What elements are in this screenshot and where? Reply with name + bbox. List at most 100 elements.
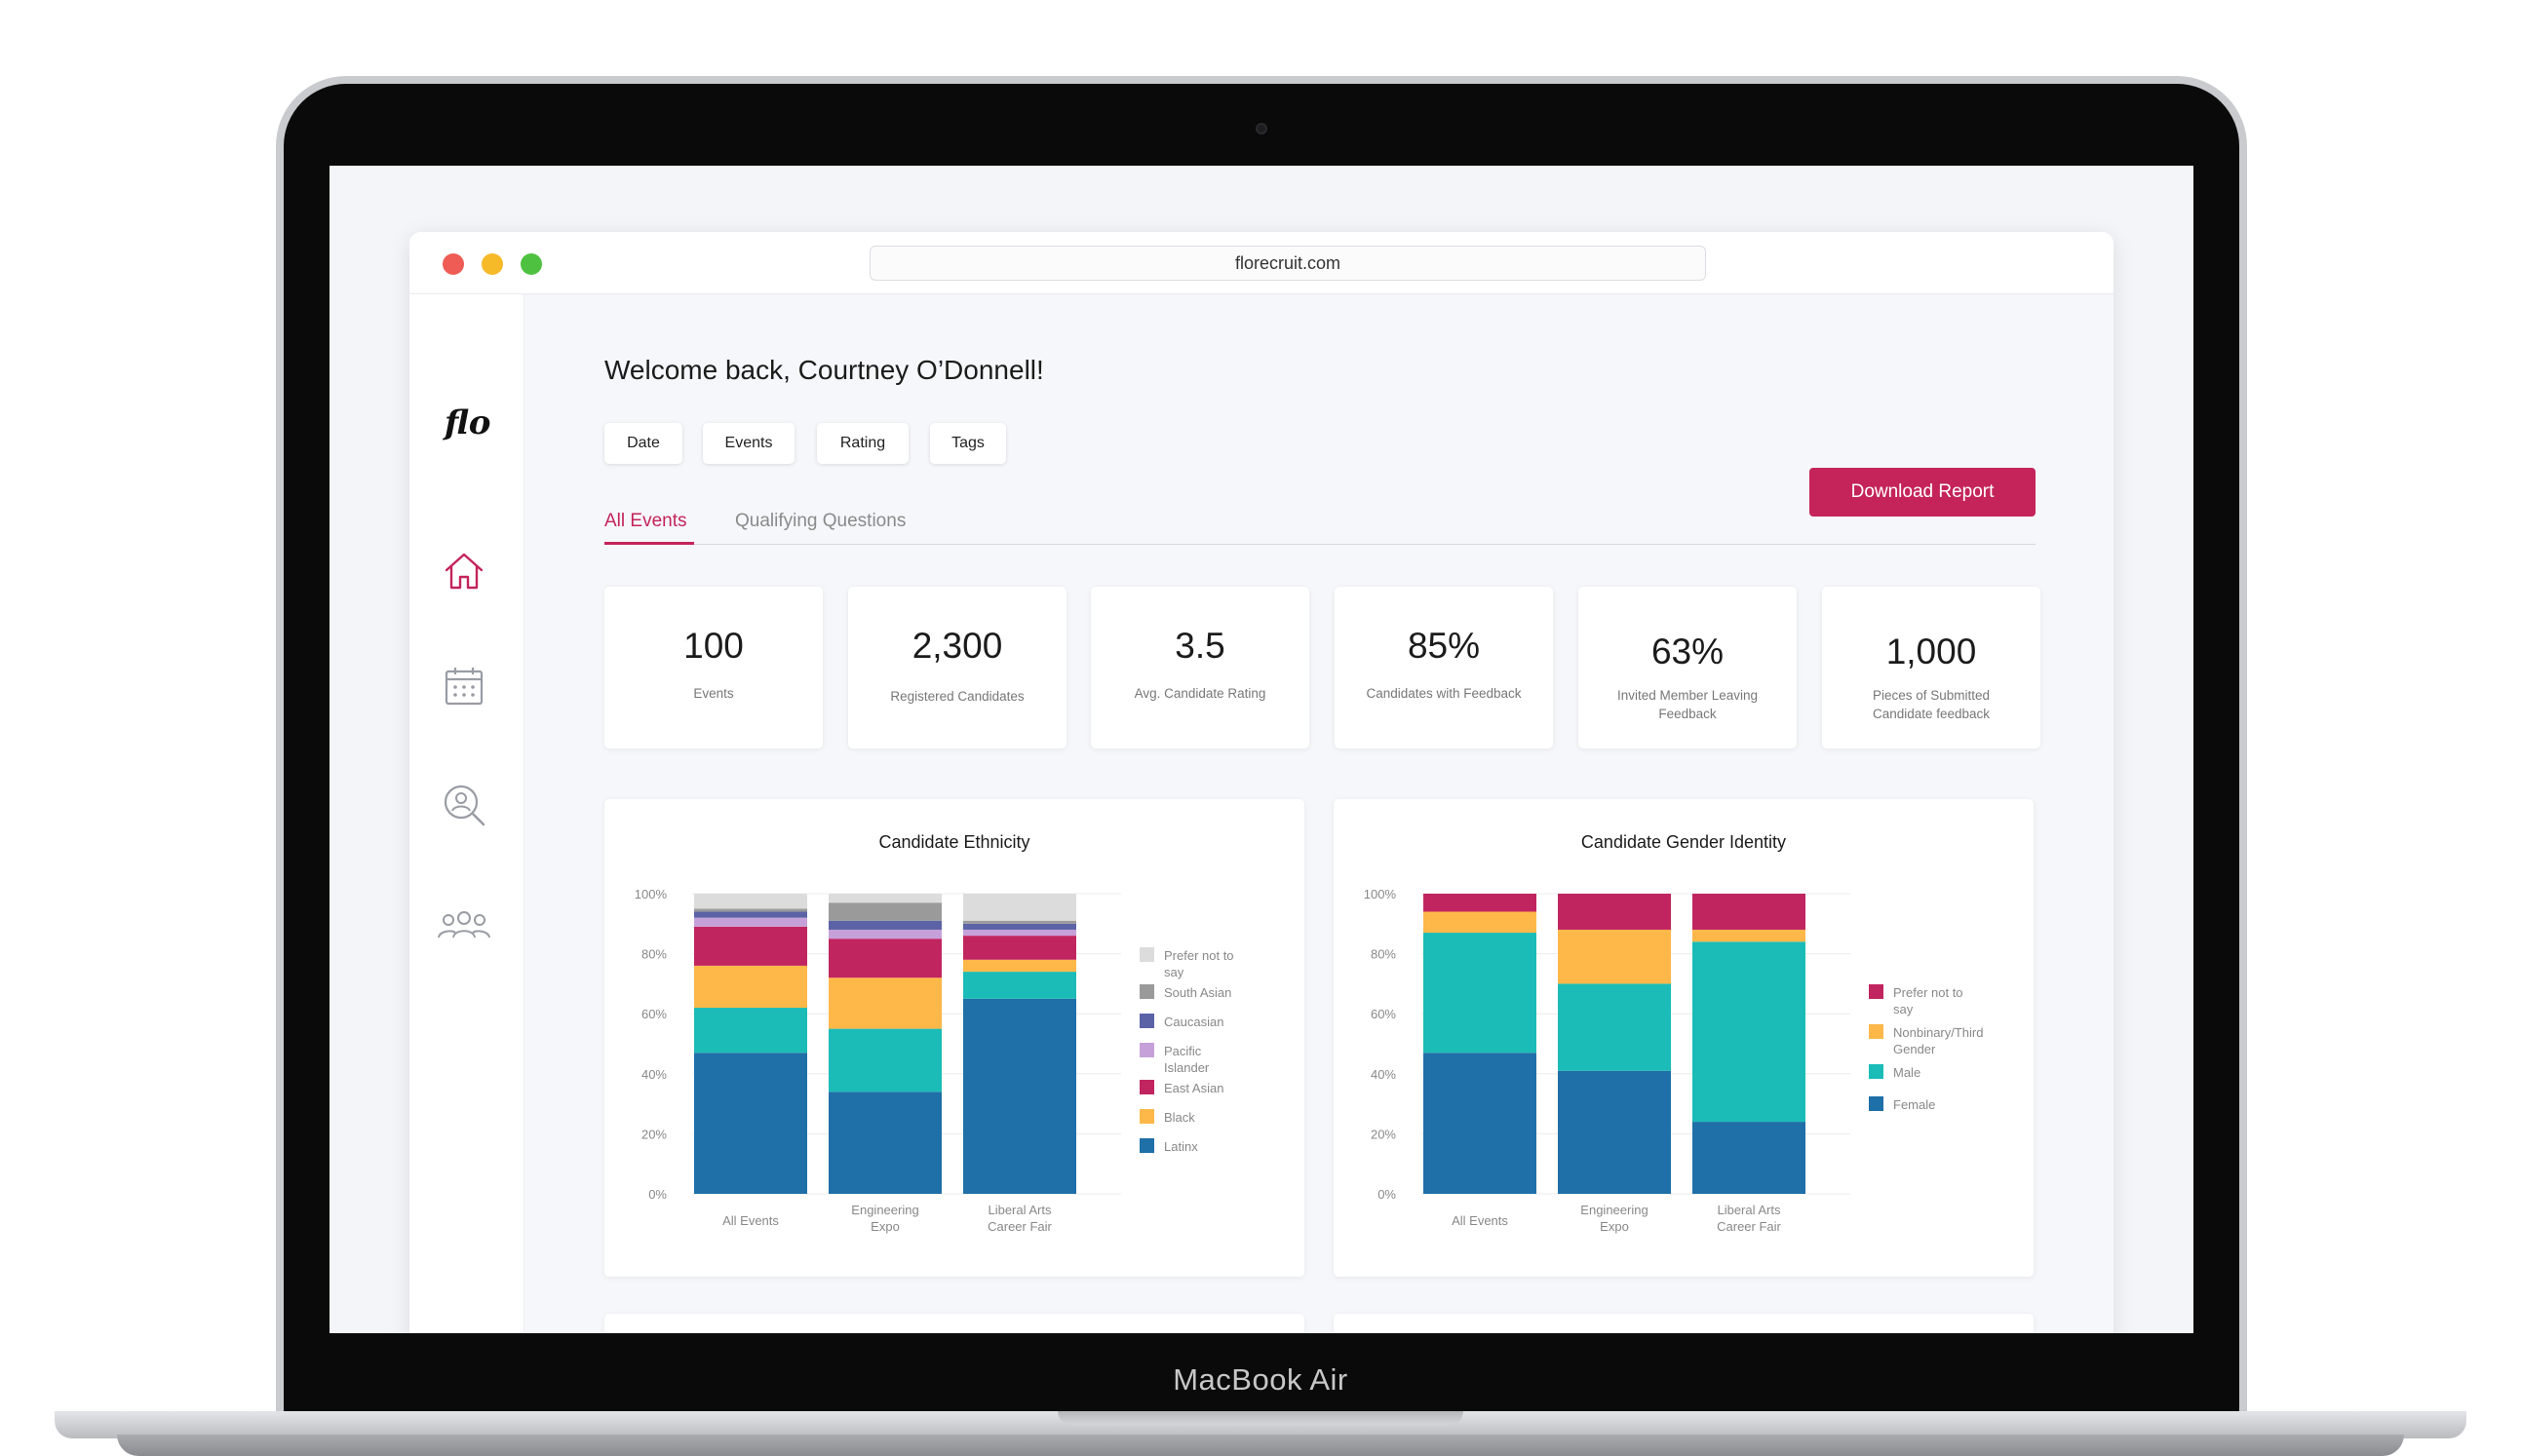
legend-item[interactable]: Caucasian xyxy=(1140,1014,1223,1029)
y-tick-label: 80% xyxy=(1371,947,1396,962)
x-tick-label: Liberal Arts Career Fair xyxy=(1717,1203,1781,1234)
y-tick-label: 20% xyxy=(1371,1127,1396,1141)
y-tick-label: 80% xyxy=(641,947,667,962)
y-tick-label: 40% xyxy=(641,1067,667,1082)
legend-item[interactable]: Nonbinary/Third Gender xyxy=(1869,1024,1984,1056)
calendar-icon[interactable] xyxy=(439,661,489,711)
stat-value: 3.5 xyxy=(1175,626,1225,666)
bar-segment[interactable] xyxy=(829,894,942,903)
stat-label: Pieces of Submitted Candidate feedback xyxy=(1872,688,1991,721)
bar-segment[interactable] xyxy=(694,917,807,927)
bar-segment[interactable] xyxy=(1558,983,1671,1071)
active-tab-indicator xyxy=(604,542,694,545)
zoom-window-button[interactable] xyxy=(521,253,542,275)
bar-segment[interactable] xyxy=(694,1008,807,1054)
minimize-window-button[interactable] xyxy=(482,253,503,275)
legend-item[interactable]: Female xyxy=(1869,1096,1935,1112)
filter-date-button[interactable]: Date xyxy=(604,423,682,464)
bar-segment[interactable] xyxy=(963,920,1076,924)
bar-segment[interactable] xyxy=(963,998,1076,1194)
legend-item[interactable]: Pacific Islander xyxy=(1140,1043,1210,1075)
tab-qualifying-questions[interactable]: Qualifying Questions xyxy=(735,511,907,531)
bar-segment[interactable] xyxy=(829,1092,942,1194)
y-tick-label: 40% xyxy=(1371,1067,1396,1082)
bar-segment[interactable] xyxy=(1692,1122,1805,1194)
bar-segment[interactable] xyxy=(963,936,1076,960)
bar-segment[interactable] xyxy=(694,1053,807,1194)
tab-all-events[interactable]: All Events xyxy=(604,511,687,531)
legend-swatch xyxy=(1869,984,1883,999)
legend-item[interactable]: Male xyxy=(1869,1064,1920,1080)
legend-item[interactable]: East Asian xyxy=(1140,1080,1223,1095)
bar-segment[interactable] xyxy=(963,929,1076,937)
filter-tags-button[interactable]: Tags xyxy=(930,423,1006,464)
chart-card-partial xyxy=(1334,1314,2034,1333)
y-tick-label: 60% xyxy=(641,1007,667,1021)
filter-label: Events xyxy=(724,435,773,451)
y-tick-label: 60% xyxy=(1371,1007,1396,1021)
stat-label: Events xyxy=(693,686,734,701)
bar-segment[interactable] xyxy=(1692,929,1805,942)
bar-segment[interactable] xyxy=(963,959,1076,973)
bar-segment[interactable] xyxy=(1558,894,1671,930)
url-text: florecruit.com xyxy=(1234,252,1341,273)
bar-segment[interactable] xyxy=(1558,929,1671,984)
bar-segment[interactable] xyxy=(1692,941,1805,1123)
filter-rating-button[interactable]: Rating xyxy=(817,423,909,464)
legend-item[interactable]: Prefer not to say xyxy=(1869,984,1963,1016)
bar-segment[interactable] xyxy=(1423,894,1536,912)
stat-card-avg-rating: 3.5 Avg. Candidate Rating xyxy=(1091,587,1309,748)
app-logo[interactable]: flo xyxy=(445,403,491,442)
address-bar[interactable]: florecruit.com xyxy=(870,246,1706,281)
bar-segment[interactable] xyxy=(829,977,942,1029)
ethnicity-chart: 0% 20% 40% 60% 80% 100% All Events Engineering E… xyxy=(635,887,1234,1234)
bar-segment[interactable] xyxy=(694,911,807,918)
stat-value: 85% xyxy=(1407,626,1481,666)
stat-label: Invited Member Leaving Feedback xyxy=(1616,688,1759,721)
browser-titlebar: florecruit.com xyxy=(409,232,2114,294)
legend-swatch xyxy=(1140,1043,1154,1057)
group-icon[interactable] xyxy=(435,900,493,951)
bar-segment[interactable] xyxy=(829,920,942,930)
bar-segment[interactable] xyxy=(829,929,942,939)
stat-label: Registered Candidates xyxy=(890,689,1025,704)
bar-segment[interactable] xyxy=(694,965,807,1009)
house-icon[interactable] xyxy=(439,546,489,596)
stat-card-registered-candidates: 2,300 Registered Candidates xyxy=(848,587,1067,748)
filter-events-button[interactable]: Events xyxy=(703,423,795,464)
bar-segment[interactable] xyxy=(1558,1070,1671,1194)
page-title: Welcome back, Courtney O’Donnell! xyxy=(604,355,1044,385)
person-search-icon[interactable] xyxy=(439,780,489,830)
stat-value: 2,300 xyxy=(911,626,1003,666)
close-window-button[interactable] xyxy=(443,253,464,275)
bar-segment[interactable] xyxy=(1423,933,1536,1054)
bar-segment[interactable] xyxy=(829,902,942,921)
legend-item[interactable]: Black xyxy=(1140,1109,1195,1125)
x-tick-label: All Events xyxy=(722,1213,779,1228)
legend-label: Prefer not to say xyxy=(1164,948,1234,979)
legend-item[interactable]: Latinx xyxy=(1140,1138,1198,1154)
bar-segment[interactable] xyxy=(829,1028,942,1092)
legend-label: East Asian xyxy=(1164,1081,1223,1095)
chart-card-partial xyxy=(604,1314,1304,1333)
legend-label: Male xyxy=(1893,1065,1920,1080)
y-tick-label: 0% xyxy=(1377,1187,1396,1202)
main-content: Welcome back, Courtney O’Donnell! Date E… xyxy=(524,294,2114,1333)
bar-segment[interactable] xyxy=(694,908,807,912)
bar-segment[interactable] xyxy=(694,926,807,966)
legend-label: Nonbinary/Third Gender xyxy=(1893,1025,1984,1056)
download-report-button[interactable]: Download Report xyxy=(1809,468,2036,517)
bar-segment[interactable] xyxy=(963,972,1076,999)
legend-swatch xyxy=(1140,1109,1154,1124)
bar-segment[interactable] xyxy=(963,894,1076,921)
bar-segment[interactable] xyxy=(1423,1053,1536,1194)
legend-item[interactable]: Prefer not to say xyxy=(1140,947,1234,979)
bar-segment[interactable] xyxy=(1692,894,1805,930)
laptop-notch xyxy=(1058,1411,1463,1425)
bar-segment[interactable] xyxy=(694,894,807,909)
bar-segment[interactable] xyxy=(829,939,942,978)
y-tick-label: 100% xyxy=(635,887,668,901)
bar-segment[interactable] xyxy=(963,923,1076,930)
bar-segment[interactable] xyxy=(1423,911,1536,934)
legend-item[interactable]: South Asian xyxy=(1140,984,1231,1000)
